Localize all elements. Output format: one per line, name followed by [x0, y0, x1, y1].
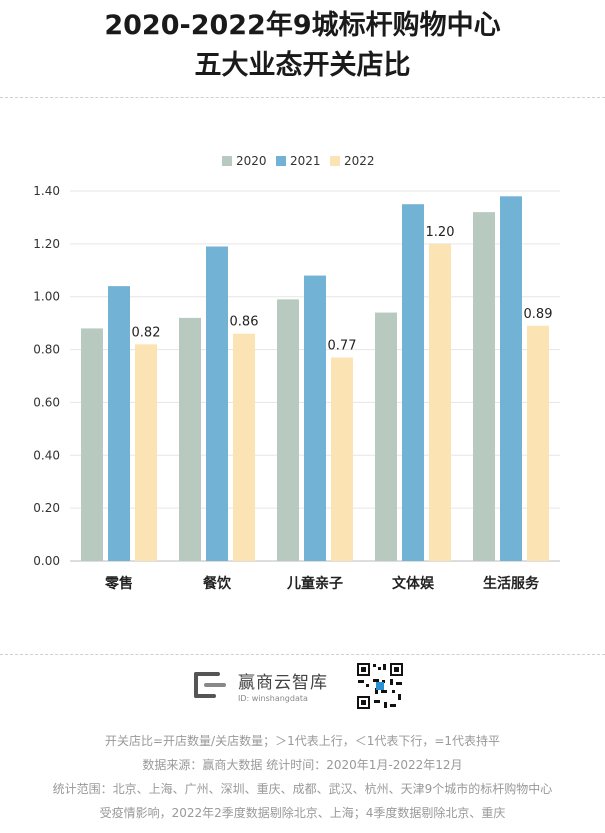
data-label: 1.20 [426, 225, 455, 240]
bar-2021 [304, 275, 326, 561]
chart-title-line1: 2020-2022年9城标杆购物中心 [104, 10, 501, 41]
top-divider [0, 97, 605, 98]
bar-2022 [233, 333, 255, 561]
y-tick-label: 1.40 [33, 184, 60, 198]
bar-2021 [108, 286, 130, 561]
data-label: 0.89 [524, 307, 553, 322]
bar-2021 [500, 196, 522, 561]
data-label: 0.86 [230, 315, 259, 330]
legend-swatch [222, 156, 232, 166]
legend-swatch [330, 156, 340, 166]
y-tick-label: 1.00 [33, 290, 60, 304]
brand-logo-icon [194, 672, 226, 698]
chart-title: 2020-2022年9城标杆购物中心 五大业态开关店比 [0, 6, 605, 86]
bar-2020 [179, 317, 201, 561]
footnotes: 开关店比=开店数量/关店数量；＞1代表上行，＜1代表下行，=1代表持平 数据来源… [0, 729, 605, 825]
brand-id: ID: winshangdata [238, 694, 308, 703]
footnote-definition: 开关店比=开店数量/关店数量；＞1代表上行，＜1代表下行，=1代表持平 [104, 734, 501, 748]
y-tick-label: 0.40 [33, 448, 60, 462]
x-tick-label: 生活服务 [483, 575, 540, 592]
bar-2022 [331, 357, 353, 561]
bar-2020 [473, 212, 495, 561]
bar-2020 [81, 328, 103, 561]
y-tick-label: 0.80 [33, 343, 60, 357]
y-tick-label: 1.20 [33, 237, 60, 251]
bar-2021 [402, 204, 424, 561]
bar-2022 [135, 344, 157, 561]
qr-code-icon [356, 662, 404, 710]
footer-divider [0, 654, 605, 655]
footnote-scope: 统计范围：北京、上海、广州、深圳、重庆、成都、武汉、杭州、天津9个城市的标杆购物… [52, 782, 553, 796]
x-tick-label: 儿童亲子 [286, 575, 343, 592]
legend-label: 2022 [344, 154, 375, 168]
legend-swatch [276, 156, 286, 166]
y-tick-label: 0.60 [33, 395, 60, 409]
data-label: 0.77 [328, 339, 357, 354]
legend-label: 2020 [236, 154, 267, 168]
x-tick-label: 零售 [104, 575, 133, 592]
x-tick-label: 餐饮 [202, 575, 232, 592]
brand-name: 赢商云智库 [238, 673, 328, 693]
bar-2020 [277, 299, 299, 561]
footnote-source: 数据来源：赢商大数据 统计时间：2020年1月-2022年12月 [142, 758, 463, 772]
bar-2020 [375, 312, 397, 561]
bar-chart: 0.00 0.20 0.40 0.60 0.80 1.00 1.20 1.40 2020 2021… [33, 154, 560, 592]
x-tick-label: 文体娱 [392, 575, 435, 592]
chart-title-line2: 五大业态开关店比 [194, 50, 411, 81]
legend-label: 2021 [290, 154, 321, 168]
y-tick-label: 0.00 [33, 554, 60, 568]
data-label: 0.82 [132, 325, 161, 340]
bar-2022 [429, 243, 451, 561]
footnote-covid: 受疫情影响，2022年2季度数据剔除北京、上海；4季度数据剔除北京、重庆 [99, 806, 506, 820]
y-tick-label: 0.20 [33, 501, 60, 515]
brand-block: 赢商云智库 ID: winshangdata [190, 662, 420, 712]
bar-2021 [206, 246, 228, 561]
bar-2022 [527, 325, 549, 561]
